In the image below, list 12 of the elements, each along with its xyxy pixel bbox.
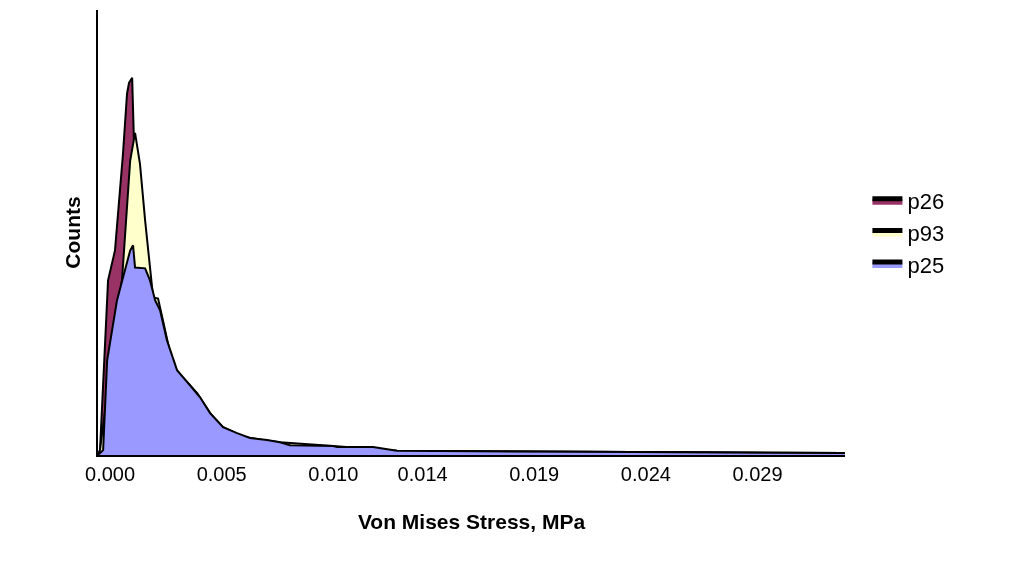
- x-tick-label: 0.029: [732, 463, 783, 485]
- x-axis-title: Von Mises Stress, MPa: [357, 509, 586, 533]
- x-tick-label: 0.019: [509, 463, 560, 485]
- legend-label: p93: [907, 220, 945, 246]
- x-tick-label: 0.005: [196, 463, 247, 485]
- y-axis-title: Counts: [60, 196, 84, 269]
- legend-label: p25: [907, 252, 945, 278]
- legend-label: p26: [907, 189, 945, 215]
- x-tick-label: 0.014: [397, 463, 448, 485]
- x-tick-label: 0.024: [620, 463, 671, 485]
- x-tick-label: 0.000: [85, 463, 136, 485]
- x-tick-label: 0.010: [308, 463, 359, 485]
